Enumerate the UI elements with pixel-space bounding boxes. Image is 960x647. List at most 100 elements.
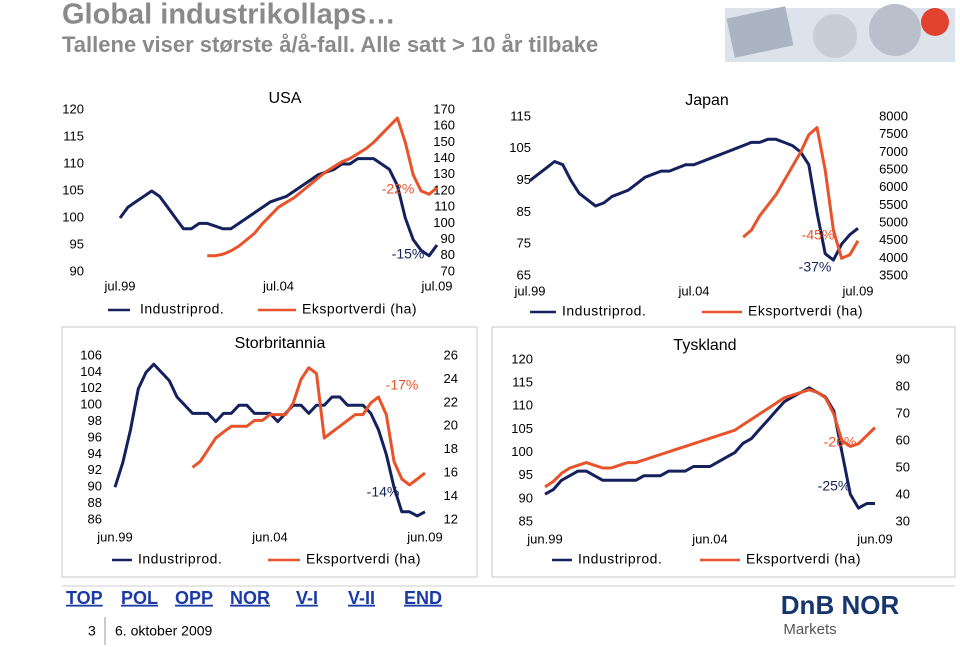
- date: 6. oktober 2009: [115, 623, 213, 639]
- y2-tick-label: 5000: [879, 214, 908, 229]
- y2-tick-label: 4500: [879, 232, 908, 247]
- chart-title: Japan: [685, 92, 729, 109]
- y-tick-label: 90: [70, 263, 84, 278]
- legend-label: Industriprod.: [140, 301, 224, 317]
- y-tick-label: 65: [517, 267, 531, 282]
- legend-label: Industriprod.: [578, 551, 662, 567]
- y2-tick-label: 160: [433, 118, 455, 133]
- y-tick-label: 85: [517, 204, 531, 219]
- y2-tick-label: 50: [896, 459, 910, 474]
- y-tick-label: 85: [519, 513, 533, 528]
- y2-tick-label: 6500: [879, 161, 908, 176]
- y2-tick-label: 30: [896, 513, 910, 528]
- y2-tick-label: 60: [896, 432, 910, 447]
- y2-tick-label: 150: [433, 134, 455, 149]
- logo-sub: Markets: [783, 621, 836, 638]
- y-tick-label: 105: [511, 421, 533, 436]
- x-tick-label: jul.99: [103, 278, 135, 293]
- y-tick-label: 110: [63, 155, 84, 170]
- y-tick-label: 75: [517, 236, 531, 251]
- nav-link[interactable]: END: [404, 588, 442, 608]
- y-tick-label: 100: [511, 444, 533, 459]
- x-tick-label: jun.09: [856, 531, 892, 546]
- chart-title: Storbritannia: [235, 335, 326, 352]
- y2-tick-label: 90: [896, 351, 910, 366]
- y2-tick-label: 14: [444, 488, 458, 503]
- y2-tick-label: 70: [896, 405, 910, 420]
- y2-tick-label: 110: [434, 199, 455, 214]
- annotation: -26%: [824, 434, 857, 450]
- annotation: -45%: [802, 227, 835, 243]
- annotation: -15%: [392, 246, 425, 262]
- nav-link[interactable]: NOR: [230, 588, 270, 608]
- legend-label: Industriprod.: [138, 551, 222, 567]
- y2-tick-label: 80: [896, 378, 910, 393]
- annotation: -14%: [367, 484, 400, 500]
- nav-link[interactable]: V-I: [296, 588, 318, 608]
- y-tick-label: 98: [88, 413, 102, 428]
- y-tick-label: 90: [88, 479, 102, 494]
- y2-tick-label: 70: [441, 263, 455, 278]
- y2-tick-label: 120: [433, 182, 455, 197]
- page-number: 3: [88, 623, 96, 639]
- y2-tick-label: 16: [444, 465, 458, 480]
- panel-border: [61, 326, 478, 578]
- y2-tick-label: 100: [433, 215, 455, 230]
- annotation: -17%: [386, 377, 419, 393]
- y-tick-label: 102: [80, 380, 102, 395]
- y2-tick-label: 22: [444, 394, 458, 409]
- series-line: [742, 126, 860, 260]
- x-tick-label: jun.99: [96, 529, 132, 544]
- series-line: [118, 157, 439, 258]
- annotation: -25%: [818, 478, 851, 494]
- legend-label: Eksportverdi (ha): [302, 301, 417, 317]
- y-tick-label: 100: [80, 397, 102, 412]
- x-tick-label: jun.04: [251, 529, 287, 544]
- series-line: [529, 137, 859, 262]
- nav-link[interactable]: V-II: [348, 588, 375, 608]
- nav-link[interactable]: POL: [121, 588, 158, 608]
- annotation: -37%: [799, 259, 832, 275]
- y2-tick-label: 24: [444, 371, 458, 386]
- y2-tick-label: 12: [444, 511, 458, 526]
- x-tick-label: jul.09: [420, 278, 452, 293]
- y-tick-label: 94: [88, 446, 102, 461]
- y2-tick-label: 90: [441, 231, 455, 246]
- series-line: [207, 116, 438, 258]
- y2-tick-label: 3500: [879, 267, 908, 282]
- x-tick-label: jun.99: [526, 531, 562, 546]
- y2-tick-label: 5500: [879, 197, 908, 212]
- y-tick-label: 115: [510, 108, 531, 123]
- x-tick-label: jul.09: [841, 283, 873, 298]
- y-tick-label: 105: [62, 182, 84, 197]
- y2-tick-label: 8000: [879, 108, 908, 123]
- panel-border: [491, 326, 956, 578]
- x-tick-label: jul.99: [513, 283, 545, 298]
- legend-label: Industriprod.: [562, 303, 646, 319]
- x-tick-label: jun.09: [406, 529, 442, 544]
- y2-tick-label: 26: [444, 347, 458, 362]
- y-tick-label: 88: [88, 495, 102, 510]
- y-tick-label: 92: [88, 462, 102, 477]
- y-tick-label: 100: [62, 209, 84, 224]
- y-tick-label: 90: [519, 490, 533, 505]
- y-tick-label: 95: [519, 467, 533, 482]
- nav-link[interactable]: TOP: [66, 588, 103, 608]
- y-tick-label: 95: [517, 172, 531, 187]
- x-tick-label: jul.04: [262, 278, 294, 293]
- y2-tick-label: 7500: [879, 126, 908, 141]
- y-tick-label: 86: [88, 511, 102, 526]
- slide-subtitle: Tallene viser største å/å-fall. Alle sat…: [62, 32, 598, 57]
- y2-tick-label: 18: [444, 441, 458, 456]
- y2-tick-label: 6000: [879, 179, 908, 194]
- y2-tick-label: 7000: [879, 144, 908, 159]
- y-tick-label: 106: [80, 347, 102, 362]
- y2-tick-label: 4000: [879, 250, 908, 265]
- y-tick-label: 120: [62, 101, 84, 116]
- y-tick-label: 110: [512, 398, 533, 413]
- slide-title: Global industrikollaps…: [62, 0, 396, 31]
- series-line: [544, 388, 877, 489]
- nav-link[interactable]: OPP: [175, 588, 213, 608]
- y-tick-label: 120: [511, 351, 533, 366]
